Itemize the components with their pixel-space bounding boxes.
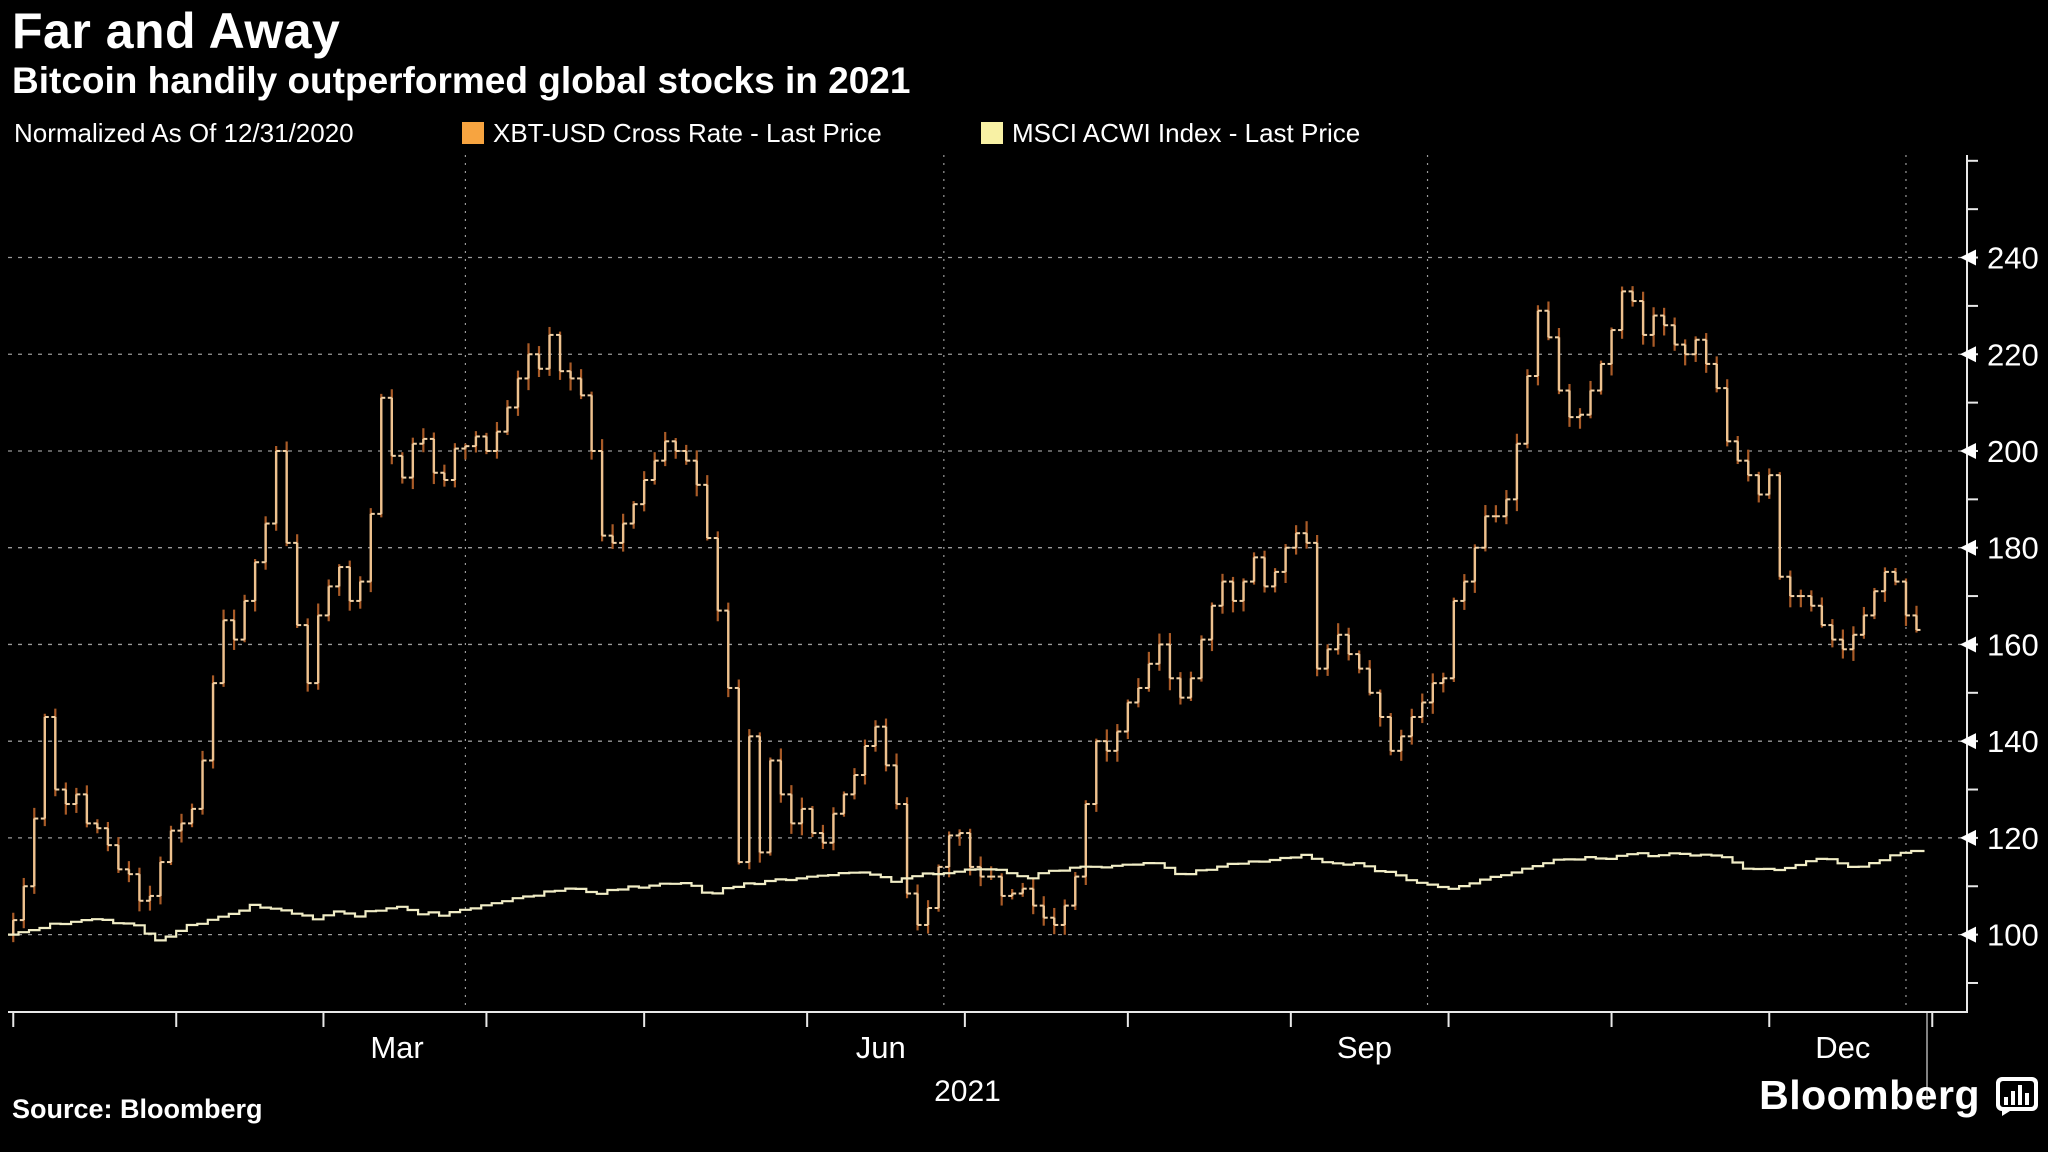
gridlines bbox=[8, 155, 1967, 1012]
page-subtitle: Bitcoin handily outperformed global stoc… bbox=[12, 60, 911, 101]
legend-item-msci: MSCI ACWI Index - Last Price bbox=[981, 118, 1360, 149]
legend-normalized-label: Normalized As Of 12/31/2020 bbox=[14, 118, 354, 148]
x-axis-ticks bbox=[12, 1013, 1934, 1027]
x-axis-labels: Mar Jun Sep Dec 2021 bbox=[370, 1030, 1870, 1108]
y-tick-label: 180 bbox=[1987, 531, 2039, 566]
msci-step-line bbox=[8, 849, 1925, 942]
x-quarter-label: Sep bbox=[1337, 1030, 1392, 1065]
axes bbox=[8, 155, 1968, 1013]
legend-item-xbt-label: XBT-USD Cross Rate - Last Price bbox=[493, 118, 882, 148]
y-tick-label: 120 bbox=[1987, 821, 2039, 856]
x-quarter-label: Mar bbox=[370, 1030, 423, 1065]
bloomberg-logo: Bloomberg bbox=[1759, 1072, 2040, 1119]
bloomberg-terminal-icon bbox=[1996, 1076, 2038, 1116]
legend-item-xbt: XBT-USD Cross Rate - Last Price bbox=[462, 118, 882, 149]
xbt-series-swatch-icon bbox=[462, 122, 484, 144]
y-tick-label: 220 bbox=[1987, 337, 2039, 372]
y-axis-ticks bbox=[1967, 159, 1978, 984]
source-label: Source: Bloomberg bbox=[12, 1094, 263, 1124]
chart-legend: Normalized As Of 12/31/2020 XBT-USD Cros… bbox=[0, 116, 2048, 150]
msci-series-swatch-icon bbox=[981, 122, 1003, 144]
legend-item-msci-label: MSCI ACWI Index - Last Price bbox=[1012, 118, 1361, 148]
y-tick-label: 100 bbox=[1987, 918, 2039, 953]
x-quarter-label: Jun bbox=[856, 1030, 906, 1065]
y-axis-labels: 100 120 140 160 180 200 220 240 bbox=[1960, 241, 2039, 953]
x-axis-year-label: 2021 bbox=[934, 1075, 1001, 1108]
y-tick-label: 240 bbox=[1987, 241, 2039, 276]
y-tick-label: 200 bbox=[1987, 434, 2039, 469]
y-tick-label: 140 bbox=[1987, 724, 2039, 759]
page-title: Far and Away bbox=[12, 3, 341, 59]
x-quarter-label: Dec bbox=[1815, 1030, 1870, 1065]
y-tick-label: 160 bbox=[1987, 627, 2039, 662]
xbt-hilo-bars bbox=[9, 286, 1921, 943]
bloomberg-wordmark: Bloomberg bbox=[1759, 1072, 1980, 1118]
